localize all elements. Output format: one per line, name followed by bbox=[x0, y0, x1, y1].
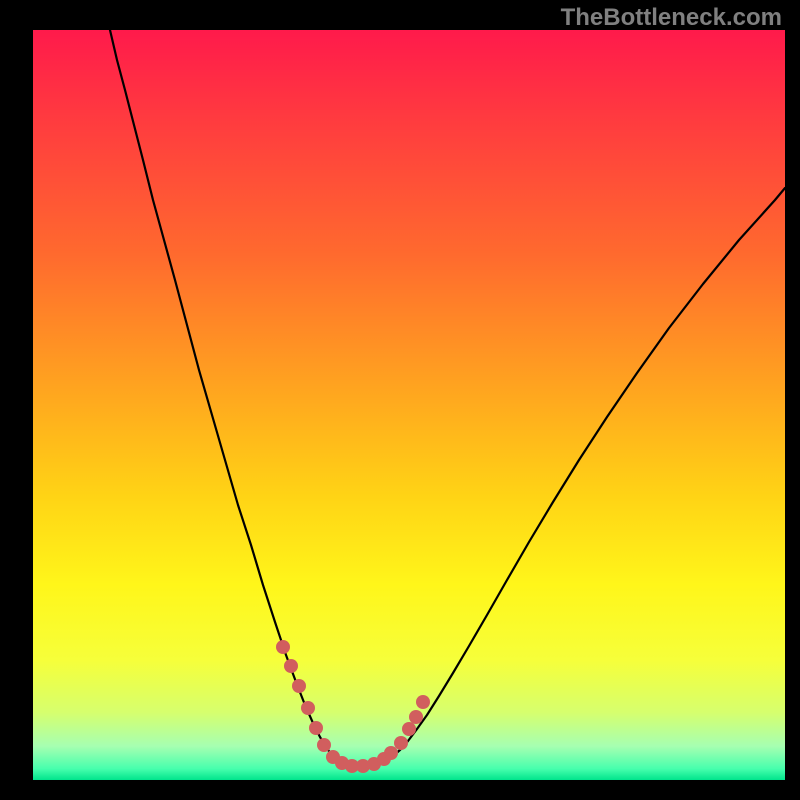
curve-marker bbox=[292, 679, 306, 693]
curve-marker bbox=[317, 738, 331, 752]
curve-marker bbox=[276, 640, 290, 654]
watermark-text: TheBottleneck.com bbox=[561, 4, 782, 32]
gradient-background bbox=[33, 30, 785, 780]
curve-marker bbox=[394, 736, 408, 750]
plot-area bbox=[33, 30, 785, 780]
curve-marker bbox=[309, 721, 323, 735]
curve-marker bbox=[301, 701, 315, 715]
frame-right bbox=[785, 0, 800, 800]
curve-marker bbox=[409, 710, 423, 724]
plot-svg bbox=[33, 30, 785, 780]
frame-bottom bbox=[0, 780, 800, 800]
curve-marker bbox=[416, 695, 430, 709]
frame-left bbox=[0, 0, 33, 800]
curve-marker bbox=[402, 722, 416, 736]
curve-marker bbox=[284, 659, 298, 673]
curve-marker bbox=[384, 746, 398, 760]
